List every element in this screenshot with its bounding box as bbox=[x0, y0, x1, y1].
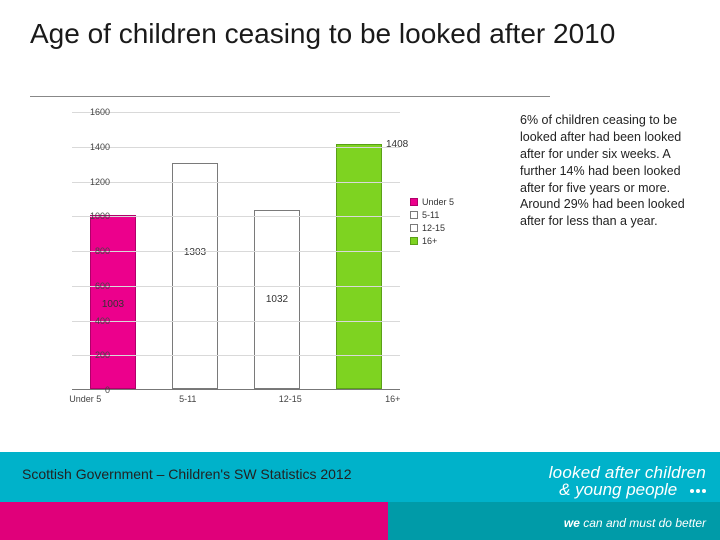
legend-label: 16+ bbox=[422, 236, 437, 246]
legend-swatch-icon bbox=[410, 198, 418, 206]
bar-chart: 1003130310321408 Under 55-1112-1516+ 020… bbox=[34, 112, 444, 412]
chart-gridline bbox=[72, 251, 400, 252]
chart-plot: 1003 1303 10321408 bbox=[72, 112, 400, 390]
chart-gridline bbox=[72, 182, 400, 183]
chart-x-tick-label: 12-15 bbox=[239, 394, 342, 404]
chart-y-tick-label: 600 bbox=[74, 281, 110, 291]
chart-legend: Under 5 5-11 12-15 16+ bbox=[410, 194, 464, 249]
chart-y-tick-label: 1200 bbox=[74, 177, 110, 187]
chart-gridline bbox=[72, 355, 400, 356]
brand-line1: looked after children bbox=[549, 464, 706, 481]
brand-line2: & young people bbox=[549, 481, 706, 498]
chart-x-tick-label: 16+ bbox=[342, 394, 445, 404]
chart-bar-value: 1408 bbox=[386, 139, 408, 150]
legend-swatch-icon bbox=[410, 237, 418, 245]
chart-x-tick-label: 5-11 bbox=[137, 394, 240, 404]
title-underline bbox=[30, 96, 550, 97]
chart-x-tick-label: Under 5 bbox=[34, 394, 137, 404]
chart-y-tick-label: 400 bbox=[74, 316, 110, 326]
chart-bar-value: 1032 bbox=[236, 294, 318, 305]
page-title: Age of children ceasing to be looked aft… bbox=[30, 18, 700, 50]
legend-label: 12-15 bbox=[422, 223, 445, 233]
chart-bar-slot: 1032 bbox=[236, 111, 318, 389]
chart-gridline bbox=[72, 286, 400, 287]
chart-gridline bbox=[72, 321, 400, 322]
footer-source: Scottish Government – Children's SW Stat… bbox=[22, 466, 351, 482]
brand-dots-icon bbox=[688, 481, 706, 498]
chart-bar-slot: 1408 bbox=[318, 111, 400, 389]
footer-band-magenta bbox=[0, 502, 388, 540]
slide: Age of children ceasing to be looked aft… bbox=[0, 0, 720, 540]
chart-bar-value: 1003 bbox=[72, 299, 154, 310]
chart-bar-slot: 1303 bbox=[154, 111, 236, 389]
chart-bar-value: 1303 bbox=[154, 247, 236, 258]
chart-gridline bbox=[72, 147, 400, 148]
legend-item: 12-15 bbox=[410, 223, 464, 233]
legend-label: 5-11 bbox=[422, 210, 439, 220]
chart-gridline bbox=[72, 112, 400, 113]
legend-label: Under 5 bbox=[422, 197, 454, 207]
chart-y-tick-label: 1600 bbox=[74, 107, 110, 117]
chart-y-tick-label: 200 bbox=[74, 350, 110, 360]
brand-logo: looked after children & young people bbox=[549, 464, 706, 498]
chart-y-tick-label: 1400 bbox=[74, 142, 110, 152]
brand-tagline: we can and must do better bbox=[564, 516, 706, 530]
legend-swatch-icon bbox=[410, 224, 418, 232]
chart-y-tick-label: 1000 bbox=[74, 211, 110, 221]
side-commentary: 6% of children ceasing to be looked afte… bbox=[520, 112, 696, 230]
legend-item: 5-11 bbox=[410, 210, 464, 220]
chart-gridline bbox=[72, 216, 400, 217]
legend-item: Under 5 bbox=[410, 197, 464, 207]
chart-y-tick-label: 800 bbox=[74, 246, 110, 256]
legend-swatch-icon bbox=[410, 211, 418, 219]
legend-item: 16+ bbox=[410, 236, 464, 246]
